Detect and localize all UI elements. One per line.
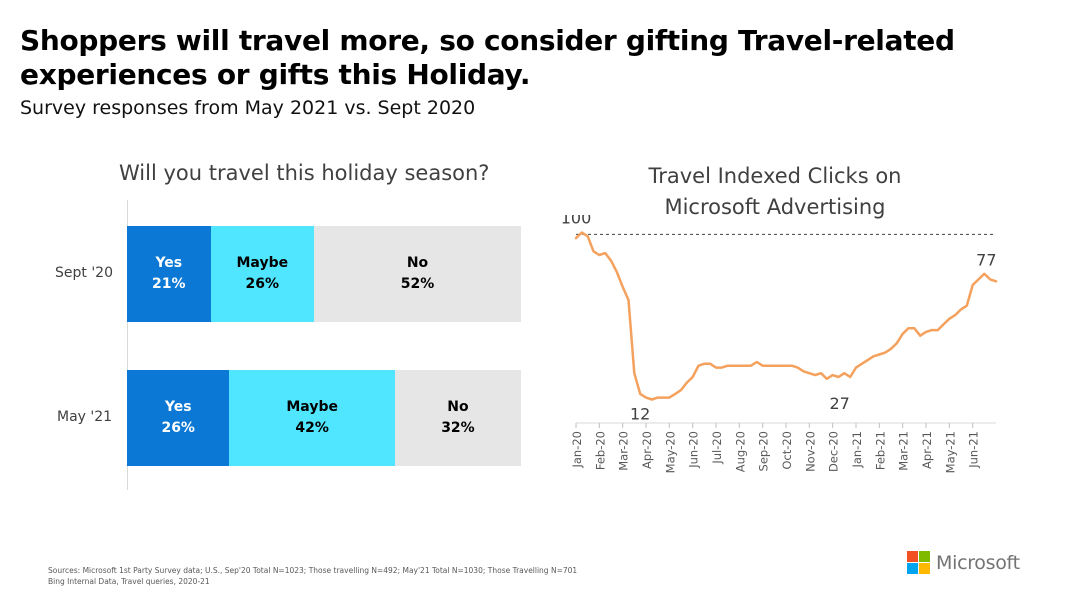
sources-line-2: Bing Internal Data, Travel queries, 2020… <box>48 577 210 586</box>
segment-series-label: Maybe <box>286 399 338 415</box>
bar-segment-no: No 52% <box>314 226 521 322</box>
data-annotation-label: 100 <box>561 215 592 227</box>
bar-segment-yes: Yes 26% <box>127 370 230 466</box>
x-tick-label: Apr-20 <box>640 431 654 469</box>
x-tick-label: Oct-20 <box>780 431 794 470</box>
data-annotation-label: 12 <box>630 404 650 423</box>
x-tick-label: Apr-21 <box>920 431 934 469</box>
segment-series-label: No <box>406 255 429 271</box>
segment-value-label: 52% <box>400 276 435 292</box>
x-tick-label: Jul-20 <box>710 431 724 465</box>
logo-square-yellow <box>919 563 930 574</box>
segment-value-label: 42% <box>295 420 329 436</box>
segment-value-label: 21% <box>152 276 186 292</box>
segment-value-label: 32% <box>441 420 475 436</box>
stacked-bar-sept-20: Yes 21% Maybe 26% No 52% <box>127 226 521 322</box>
x-tick-label: Feb-20 <box>593 431 607 470</box>
sources-footnote: Sources: Microsoft 1st Party Survey data… <box>48 565 577 587</box>
page-title: Shoppers will travel more, so consider g… <box>20 24 955 91</box>
data-annotation-label: 27 <box>829 394 849 413</box>
x-tick-label: Aug-20 <box>733 431 747 472</box>
bar-segment-maybe: Maybe 42% <box>229 370 395 466</box>
page-subtitle: Survey responses from May 2021 vs. Sept … <box>20 97 476 119</box>
logo-square-blue <box>907 563 918 574</box>
sources-line-1: Sources: Microsoft 1st Party Survey data… <box>48 566 578 575</box>
bar-segment-maybe: Maybe 26% <box>210 226 315 322</box>
bar-category-label: May '21 <box>57 409 113 425</box>
logo-square-green <box>919 551 930 562</box>
segment-series-label: Maybe <box>236 255 289 271</box>
x-tick-label: Mar-20 <box>617 431 631 471</box>
x-tick-label: Nov-20 <box>803 431 817 472</box>
logo-square-red <box>907 551 918 562</box>
microsoft-logo-icon <box>907 551 930 574</box>
x-tick-label: Jun-21 <box>967 431 981 469</box>
x-tick-label: Mar-21 <box>897 431 911 471</box>
microsoft-logo: Microsoft <box>907 551 1020 574</box>
travel-clicks-series-line <box>574 231 998 401</box>
x-tick-label: May-21 <box>943 431 957 473</box>
segment-series-label: No <box>447 399 469 415</box>
data-annotation-label: 77 <box>976 251 996 270</box>
x-tick-label: Feb-21 <box>873 431 887 470</box>
bar-chart-axis <box>127 200 128 490</box>
segment-series-label: Yes <box>155 255 183 271</box>
x-tick-label: Jan-20 <box>570 431 584 469</box>
x-tick-label: Jan-21 <box>850 431 864 469</box>
bar-chart-title: Will you travel this holiday season? <box>119 161 490 185</box>
segment-value-label: 26% <box>161 420 195 436</box>
segment-value-label: 26% <box>245 276 280 292</box>
stacked-bar-may-21: Yes 26% Maybe 42% No 32% <box>127 370 521 466</box>
bar-segment-no: No 32% <box>394 370 521 466</box>
x-tick-label: May-20 <box>663 431 677 473</box>
x-tick-label: Jun-20 <box>687 431 701 469</box>
line-chart: Jan-20 Feb-20 Mar-20 Apr-20 May-20 Jun-20 Jul-… <box>561 215 998 473</box>
segment-series-label: Yes <box>164 399 192 415</box>
bar-category-label: Sept '20 <box>55 265 113 281</box>
microsoft-wordmark: Microsoft <box>936 551 1020 574</box>
x-tick-label: Dec-20 <box>827 431 841 472</box>
bar-segment-yes: Yes 21% <box>127 226 211 322</box>
x-tick-label: Sep-20 <box>757 431 771 471</box>
line-chart-title: Travel Indexed Clicks on Microsoft Adver… <box>648 164 902 219</box>
